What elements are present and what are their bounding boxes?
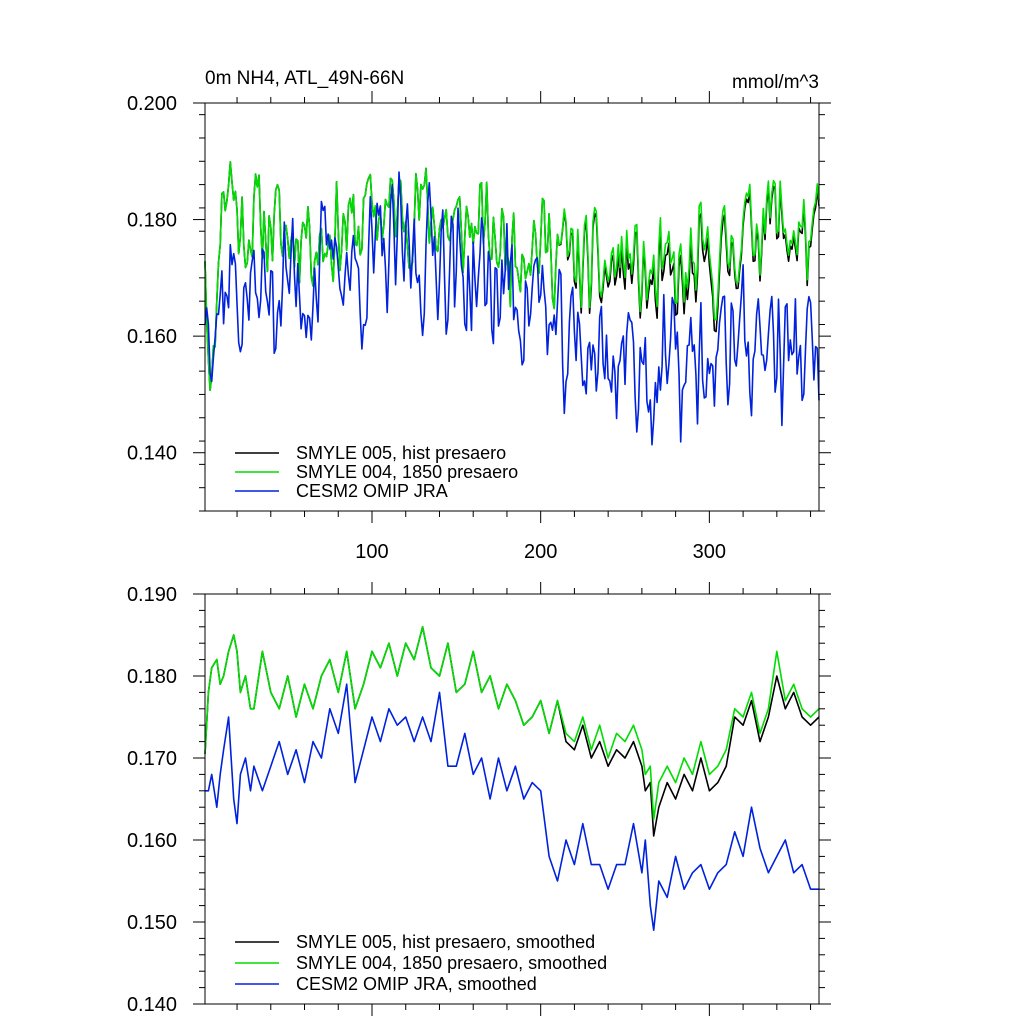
top-plot-frame <box>204 102 820 512</box>
x-tick-label: 100 <box>355 541 388 563</box>
units-label: mmol/m^3 <box>732 72 819 93</box>
bottom-legend: SMYLE 005, hist presaero, smoothedSMYLE … <box>235 932 607 994</box>
y-tick-label: 0.180 <box>127 666 177 688</box>
y-tick-label: 0.200 <box>127 93 177 115</box>
series-line-3 <box>205 683 819 931</box>
bottom-plot-frame <box>204 593 820 1005</box>
x-tick-label: 200 <box>524 541 557 563</box>
top-ticks: 0.140 0.160 0.180 0.200 100 200 300 <box>127 91 831 563</box>
legend-label-3: CESM2 OMIP JRA, smoothed <box>296 974 537 994</box>
series-line-2 <box>204 626 820 821</box>
bottom-series-lines <box>204 626 820 931</box>
series-line-1 <box>204 626 820 837</box>
y-tick-label: 0.140 <box>127 443 177 465</box>
y-tick-label: 0.160 <box>127 326 177 348</box>
legend-label-2: SMYLE 004, 1850 presaero, smoothed <box>296 953 607 973</box>
top-series-lines <box>204 161 820 446</box>
legend-label-1: SMYLE 005, hist presaero <box>296 443 506 463</box>
y-tick-label: 0.190 <box>127 584 177 606</box>
top-panel: 0.140 0.160 0.180 0.200 100 200 300 SMYLE 005,… <box>127 91 831 563</box>
y-tick-label: 0.150 <box>127 912 177 934</box>
y-tick-label: 0.170 <box>127 748 177 770</box>
x-tick-label: 300 <box>693 541 726 563</box>
chart-title: 0m NH4, ATL_49N-66N <box>205 68 404 89</box>
legend-label-1: SMYLE 005, hist presaero, smoothed <box>296 932 595 952</box>
y-tick-label: 0.160 <box>127 830 177 852</box>
y-tick-label: 0.140 <box>127 994 177 1016</box>
legend-label-2: SMYLE 004, 1850 presaero <box>296 462 518 482</box>
legend-label-3: CESM2 OMIP JRA <box>296 481 448 501</box>
bottom-panel: 0.140 0.150 0.160 0.170 0.180 0.190 SMYLE 005… <box>127 582 831 1016</box>
series-line-3 <box>204 171 820 446</box>
series-line-2 <box>204 161 820 391</box>
y-tick-label: 0.180 <box>127 210 177 232</box>
bottom-ticks: 0.140 0.150 0.160 0.170 0.180 0.190 <box>127 582 831 1016</box>
